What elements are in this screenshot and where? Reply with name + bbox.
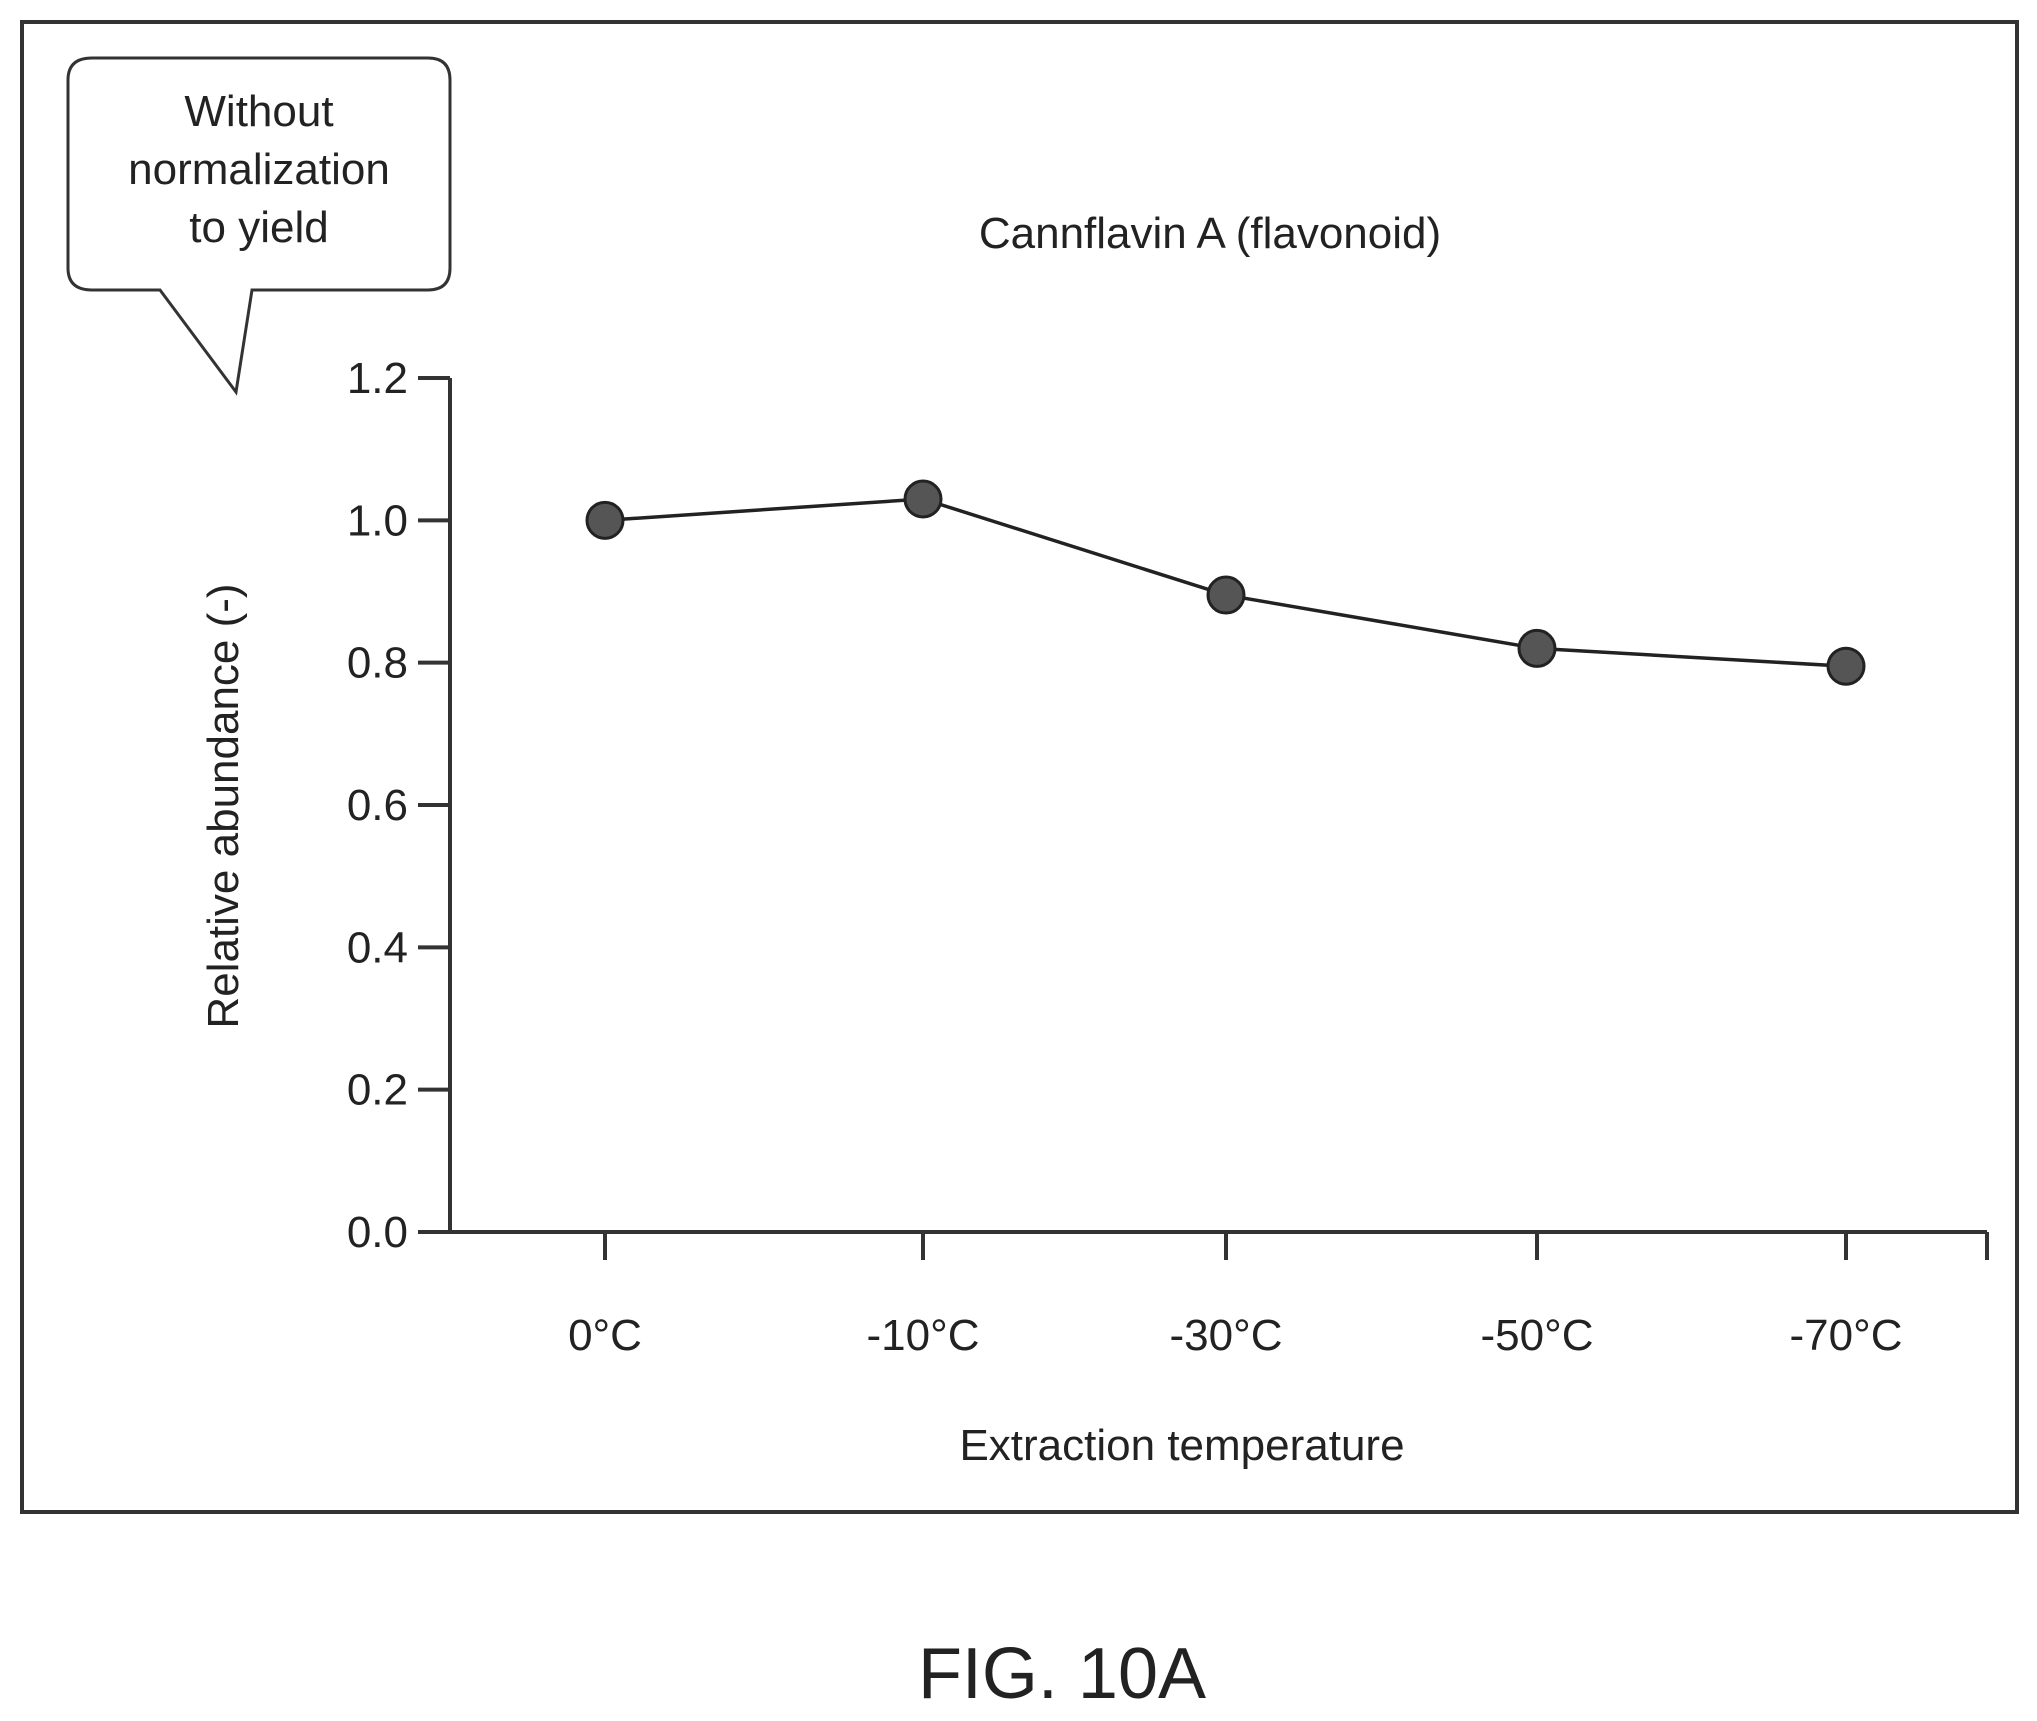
- data-point: [1517, 628, 1557, 668]
- x-tick-label: 0°C: [568, 1311, 642, 1360]
- x-axis-ticks: 0°C -10°C -30°C -50°C -70°C: [568, 1232, 1989, 1360]
- y-tick-label: 0.2: [347, 1066, 408, 1115]
- series-layer: [585, 479, 1866, 686]
- y-axis-label: Relative abundance (-): [199, 583, 248, 1028]
- callout-line-1: Without: [184, 87, 333, 136]
- figure-label: FIG. 10A: [918, 1634, 1206, 1714]
- x-tick-label: -10°C: [867, 1311, 980, 1360]
- y-tick-label: 1.2: [347, 354, 408, 403]
- x-tick-label: -70°C: [1790, 1311, 1903, 1360]
- y-tick-label: 0.4: [347, 923, 408, 972]
- callout-bubble: Without normalization to yield: [66, 56, 452, 396]
- y-tick-label: 1.0: [347, 496, 408, 545]
- data-point: [1206, 575, 1246, 615]
- data-point: [1826, 646, 1866, 686]
- y-tick-label: 0.6: [347, 781, 408, 830]
- x-tick-label: -30°C: [1170, 1311, 1283, 1360]
- data-point: [903, 479, 943, 519]
- x-axis-label: Extraction temperature: [959, 1421, 1404, 1470]
- data-point: [585, 500, 625, 540]
- x-tick-label: -50°C: [1481, 1311, 1594, 1360]
- chart-frame: [20, 20, 2019, 1514]
- y-tick-label: 0.0: [347, 1208, 408, 1257]
- callout-shape: [66, 56, 452, 396]
- y-tick-label: 0.8: [347, 639, 408, 688]
- y-axis-ticks: 0.0 0.2 0.4 0.6 0.8 1.0 1.2: [347, 354, 450, 1257]
- callout-line-2: normalization: [128, 145, 390, 194]
- chart-title: Cannflavin A (flavonoid): [979, 209, 1441, 258]
- callout-line-3: to yield: [189, 203, 328, 252]
